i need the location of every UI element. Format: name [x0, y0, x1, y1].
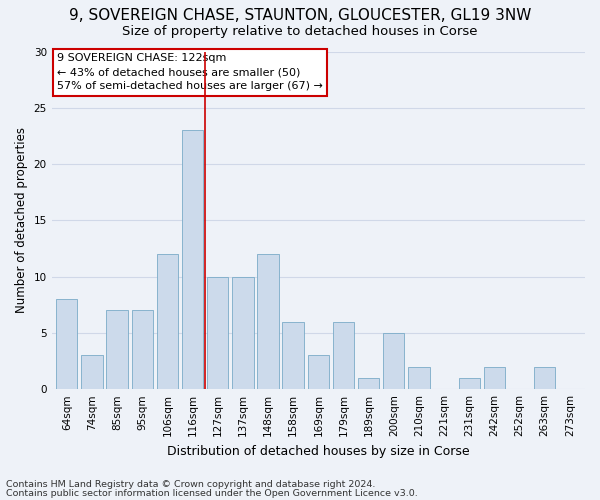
Bar [157, 254, 178, 389]
Bar [232, 276, 254, 389]
Bar [207, 276, 229, 389]
Bar [106, 310, 128, 389]
Bar [308, 356, 329, 389]
Bar [56, 299, 77, 389]
Bar [458, 378, 480, 389]
Text: Contains HM Land Registry data © Crown copyright and database right 2024.: Contains HM Land Registry data © Crown c… [6, 480, 376, 489]
Bar [283, 322, 304, 389]
Bar [484, 366, 505, 389]
Bar [358, 378, 379, 389]
Bar [257, 254, 279, 389]
Text: Contains public sector information licensed under the Open Government Licence v3: Contains public sector information licen… [6, 488, 418, 498]
Bar [131, 310, 153, 389]
Bar [182, 130, 203, 389]
Bar [81, 356, 103, 389]
Bar [383, 333, 404, 389]
Bar [333, 322, 354, 389]
Y-axis label: Number of detached properties: Number of detached properties [15, 128, 28, 314]
Bar [408, 366, 430, 389]
Bar [534, 366, 556, 389]
Text: 9 SOVEREIGN CHASE: 122sqm
← 43% of detached houses are smaller (50)
57% of semi-: 9 SOVEREIGN CHASE: 122sqm ← 43% of detac… [57, 53, 323, 91]
Text: Size of property relative to detached houses in Corse: Size of property relative to detached ho… [122, 25, 478, 38]
Text: 9, SOVEREIGN CHASE, STAUNTON, GLOUCESTER, GL19 3NW: 9, SOVEREIGN CHASE, STAUNTON, GLOUCESTER… [69, 8, 531, 22]
X-axis label: Distribution of detached houses by size in Corse: Distribution of detached houses by size … [167, 444, 470, 458]
